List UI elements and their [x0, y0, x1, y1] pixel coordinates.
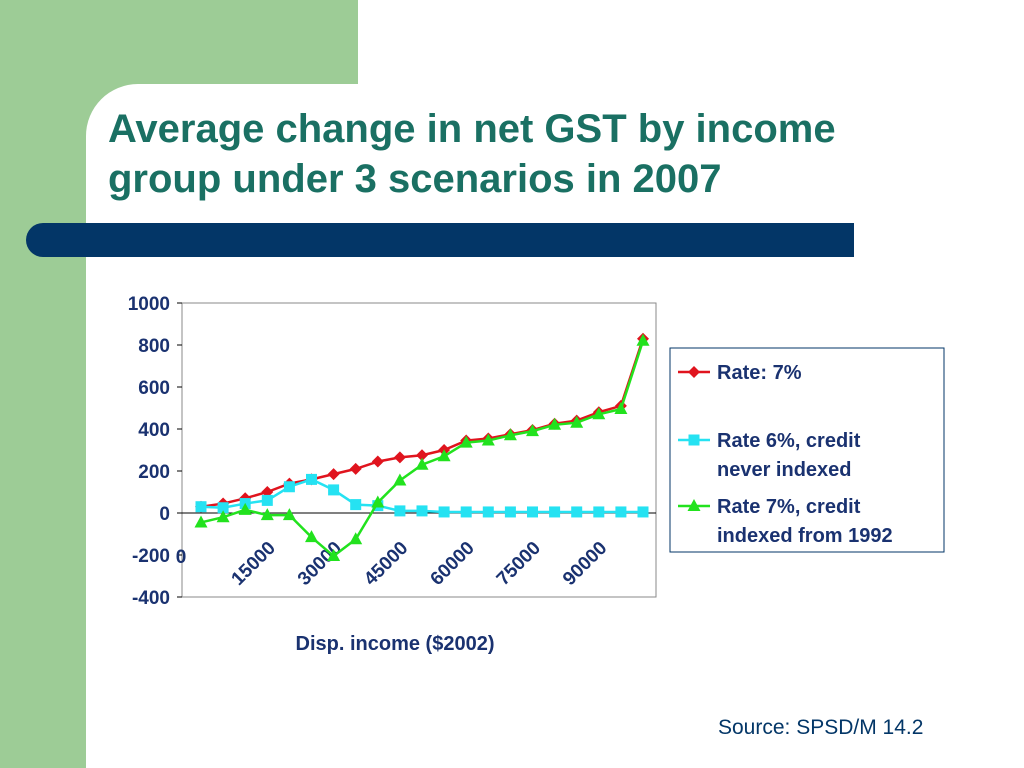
x-axis-title: Disp. income ($2002)	[296, 633, 495, 655]
legend-marker	[688, 434, 700, 446]
data-point	[238, 502, 252, 515]
legend-box	[669, 347, 945, 553]
data-point	[195, 501, 207, 513]
data-point	[393, 451, 406, 464]
data-point	[438, 506, 450, 518]
data-point	[482, 506, 494, 518]
data-point	[327, 549, 341, 562]
series-3	[194, 333, 650, 562]
data-point	[614, 402, 628, 415]
data-point	[350, 499, 362, 511]
y-tick-label: 0	[159, 504, 170, 525]
y-tick-label: 1000	[128, 294, 170, 315]
legend-label: Rate 6%, credit never indexed	[717, 430, 861, 481]
plot-area	[181, 302, 657, 598]
data-point	[570, 415, 584, 428]
data-point	[437, 449, 451, 462]
y-tick-label: -200	[132, 546, 170, 567]
data-point	[194, 515, 208, 528]
legend-item-3: Rate 7%, credit indexed from 1992	[678, 496, 893, 547]
data-point	[416, 505, 428, 517]
slide-title: Average change in net GST by income grou…	[108, 104, 988, 204]
title-line-1: Average change in net GST by income	[108, 107, 836, 151]
data-point	[349, 532, 363, 545]
data-point	[394, 505, 406, 517]
legend-label: Rate: 7%	[717, 362, 802, 384]
data-point	[526, 424, 539, 437]
data-point	[283, 481, 295, 493]
data-point	[306, 473, 317, 485]
source-note: Source: SPSD/M 14.2	[718, 716, 924, 739]
data-point	[261, 494, 273, 506]
data-point	[415, 457, 429, 470]
y-tick-label: 800	[138, 336, 170, 357]
data-point	[327, 468, 340, 481]
data-point	[593, 506, 605, 518]
x-tick-label: 0	[176, 547, 187, 568]
data-point	[504, 506, 516, 518]
y-tick-label: 200	[138, 462, 170, 483]
title-line-2: group under 3 scenarios in 2007	[108, 157, 722, 201]
legend-marker	[687, 499, 701, 511]
data-point	[349, 462, 362, 475]
data-point	[636, 333, 650, 346]
data-point	[371, 455, 384, 468]
data-point	[460, 506, 472, 518]
data-point	[481, 433, 495, 446]
legend-marker	[688, 366, 700, 378]
data-point	[305, 530, 318, 543]
data-point	[393, 473, 407, 486]
y-tick-label: 400	[138, 420, 170, 441]
data-point	[527, 506, 538, 518]
data-point	[328, 484, 340, 496]
data-point	[216, 510, 230, 523]
data-point	[615, 506, 627, 518]
y-tick-label: -400	[132, 588, 170, 609]
data-point	[637, 506, 649, 518]
data-point	[592, 407, 606, 420]
data-point	[548, 417, 562, 430]
data-point	[260, 508, 274, 521]
data-point	[571, 506, 583, 518]
legend-item-2: Rate 6%, credit never indexed	[678, 430, 861, 481]
data-point	[549, 506, 561, 518]
data-point	[416, 449, 428, 462]
title-banner-bar	[26, 223, 854, 257]
data-point	[217, 502, 229, 514]
y-tick-label: 600	[138, 378, 170, 399]
data-point	[459, 435, 473, 448]
data-point	[282, 508, 296, 521]
data-point	[503, 428, 517, 441]
legend-label: Rate 7%, credit indexed from 1992	[717, 496, 893, 547]
legend-item-1: Rate: 7%	[678, 362, 802, 384]
data-point	[371, 495, 385, 508]
